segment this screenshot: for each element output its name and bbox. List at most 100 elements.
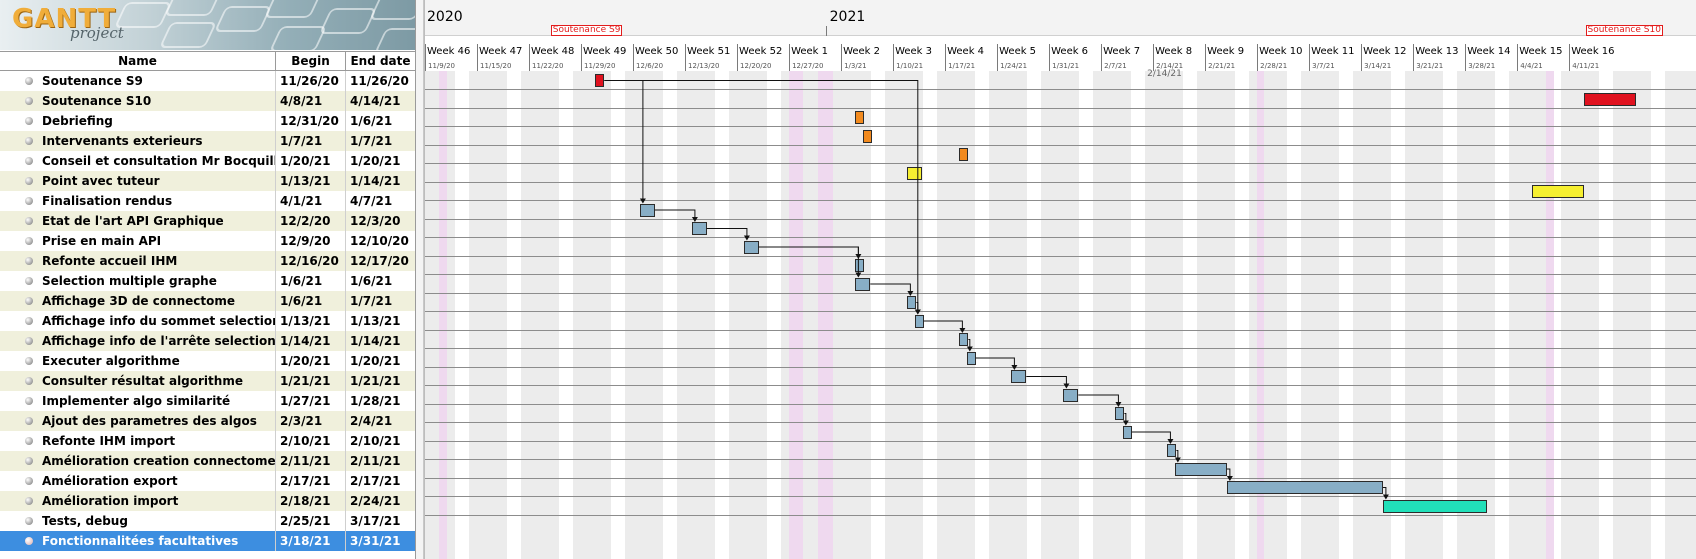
task-bar[interactable] xyxy=(1583,92,1636,106)
task-name-cell[interactable]: Point avec tuteur xyxy=(0,171,276,191)
task-row[interactable]: Point avec tuteur 1/13/21 1/14/21 xyxy=(0,171,415,191)
task-end-date[interactable]: 2/11/21 xyxy=(346,451,415,471)
task-row[interactable]: Finalisation rendus 4/1/21 4/7/21 xyxy=(0,191,415,211)
task-end-date[interactable]: 1/21/21 xyxy=(346,371,415,391)
task-begin-date[interactable]: 1/13/21 xyxy=(276,171,346,191)
task-end-date[interactable]: 1/6/21 xyxy=(346,111,415,131)
task-end-date[interactable]: 4/7/21 xyxy=(346,191,415,211)
task-row[interactable]: Debriefing 12/31/20 1/6/21 xyxy=(0,111,415,131)
task-end-date[interactable]: 1/20/21 xyxy=(346,351,415,371)
task-bar[interactable] xyxy=(907,296,917,309)
task-name-cell[interactable]: Etat de l'art API Graphique xyxy=(0,211,276,231)
task-begin-date[interactable]: 4/8/21 xyxy=(276,91,346,111)
task-bar[interactable] xyxy=(639,203,655,217)
task-row[interactable]: Conseil et consultation Mr Bocquillon 1/2… xyxy=(0,151,415,171)
task-bar[interactable] xyxy=(1167,444,1177,457)
task-row[interactable]: Affichage info de l'arrête selectionnée 1… xyxy=(0,331,415,351)
task-end-date[interactable]: 12/17/20 xyxy=(346,251,415,271)
task-row[interactable]: Implementer algo similarité 1/27/21 1/28/2… xyxy=(0,391,415,411)
column-header-name[interactable]: Name xyxy=(0,52,276,70)
task-name-cell[interactable]: Refonte accueil IHM xyxy=(0,251,276,271)
task-name-cell[interactable]: Ajout des parametres des algos xyxy=(0,411,276,431)
task-end-date[interactable]: 2/4/21 xyxy=(346,411,415,431)
task-row[interactable]: Prise en main API 12/9/20 12/10/20 xyxy=(0,231,415,251)
milestone-marker-label[interactable]: Soutenance S9 xyxy=(550,25,623,36)
task-bar[interactable] xyxy=(855,277,871,291)
task-bar[interactable] xyxy=(959,333,969,346)
task-row[interactable]: Refonte IHM import 2/10/21 2/10/21 xyxy=(0,431,415,451)
task-end-date[interactable]: 11/26/20 xyxy=(346,71,415,91)
task-bar[interactable] xyxy=(1174,462,1227,476)
task-name-cell[interactable]: Amélioration creation connectome xyxy=(0,451,276,471)
task-bar[interactable] xyxy=(691,222,707,235)
task-begin-date[interactable]: 2/18/21 xyxy=(276,491,346,511)
task-name-cell[interactable]: Consulter résultat algorithme xyxy=(0,371,276,391)
task-end-date[interactable]: 3/31/21 xyxy=(346,531,415,551)
task-row[interactable]: Amélioration import 2/18/21 2/24/21 xyxy=(0,491,415,511)
task-begin-date[interactable]: 4/1/21 xyxy=(276,191,346,211)
task-end-date[interactable]: 2/24/21 xyxy=(346,491,415,511)
milestone-marker-label[interactable]: Soutenance S10 xyxy=(1585,25,1663,36)
task-bar[interactable] xyxy=(1122,425,1132,439)
task-row[interactable]: Amélioration creation connectome 2/11/21 2… xyxy=(0,451,415,471)
chart-grid[interactable]: 2/14/21 xyxy=(425,69,1696,559)
task-row[interactable]: Affichage info du sommet selectionné 1/13… xyxy=(0,311,415,331)
task-begin-date[interactable]: 1/7/21 xyxy=(276,131,346,151)
task-bar[interactable] xyxy=(907,166,923,180)
task-begin-date[interactable]: 12/9/20 xyxy=(276,231,346,251)
task-bar[interactable] xyxy=(914,314,924,328)
task-begin-date[interactable]: 2/3/21 xyxy=(276,411,346,431)
task-begin-date[interactable]: 12/31/20 xyxy=(276,111,346,131)
task-bar[interactable] xyxy=(855,111,865,124)
task-end-date[interactable]: 1/6/21 xyxy=(346,271,415,291)
task-name-cell[interactable]: Affichage 3D de connectome xyxy=(0,291,276,311)
task-begin-date[interactable]: 1/20/21 xyxy=(276,151,346,171)
task-row[interactable]: Soutenance S10 4/8/21 4/14/21 xyxy=(0,91,415,111)
task-row[interactable]: Affichage 3D de connectome 1/6/21 1/7/21 xyxy=(0,291,415,311)
task-bar[interactable] xyxy=(1382,499,1487,513)
task-end-date[interactable]: 1/28/21 xyxy=(346,391,415,411)
task-row[interactable]: Intervenants exterieurs 1/7/21 1/7/21 xyxy=(0,131,415,151)
task-name-cell[interactable]: Affichage info de l'arrête selectionnée xyxy=(0,331,276,351)
task-name-cell[interactable]: Debriefing xyxy=(0,111,276,131)
task-begin-date[interactable]: 2/11/21 xyxy=(276,451,346,471)
task-end-date[interactable]: 12/10/20 xyxy=(346,231,415,251)
task-row[interactable]: Amélioration export 2/17/21 2/17/21 xyxy=(0,471,415,491)
task-bar[interactable] xyxy=(966,351,976,365)
task-bar[interactable] xyxy=(1531,185,1584,198)
task-end-date[interactable]: 3/17/21 xyxy=(346,511,415,531)
task-bar[interactable] xyxy=(959,148,969,161)
task-row[interactable]: Consulter résultat algorithme 1/21/21 1/21… xyxy=(0,371,415,391)
task-begin-date[interactable]: 2/10/21 xyxy=(276,431,346,451)
task-bar[interactable] xyxy=(1011,370,1027,383)
task-bar[interactable] xyxy=(595,74,605,87)
task-begin-date[interactable]: 1/6/21 xyxy=(276,271,346,291)
task-name-cell[interactable]: Finalisation rendus xyxy=(0,191,276,211)
task-end-date[interactable]: 2/17/21 xyxy=(346,471,415,491)
task-end-date[interactable]: 1/14/21 xyxy=(346,171,415,191)
task-begin-date[interactable]: 1/14/21 xyxy=(276,331,346,351)
task-begin-date[interactable]: 2/25/21 xyxy=(276,511,346,531)
task-bar[interactable] xyxy=(855,259,865,272)
task-begin-date[interactable]: 12/16/20 xyxy=(276,251,346,271)
task-begin-date[interactable]: 1/6/21 xyxy=(276,291,346,311)
task-name-cell[interactable]: Tests, debug xyxy=(0,511,276,531)
task-bar[interactable] xyxy=(862,129,872,143)
task-end-date[interactable]: 4/14/21 xyxy=(346,91,415,111)
task-name-cell[interactable]: Amélioration import xyxy=(0,491,276,511)
task-name-cell[interactable]: Affichage info du sommet selectionné xyxy=(0,311,276,331)
task-bar[interactable] xyxy=(1226,481,1383,494)
task-row[interactable]: Ajout des parametres des algos 2/3/21 2/4/… xyxy=(0,411,415,431)
task-end-date[interactable]: 2/10/21 xyxy=(346,431,415,451)
task-row[interactable]: Etat de l'art API Graphique 12/2/20 12/3/2… xyxy=(0,211,415,231)
task-row[interactable]: Executer algorithme 1/20/21 1/20/21 xyxy=(0,351,415,371)
task-name-cell[interactable]: Soutenance S9 xyxy=(0,71,276,91)
task-name-cell[interactable]: Soutenance S10 xyxy=(0,91,276,111)
task-name-cell[interactable]: Executer algorithme xyxy=(0,351,276,371)
task-begin-date[interactable]: 1/20/21 xyxy=(276,351,346,371)
task-name-cell[interactable]: Selection multiple graphe xyxy=(0,271,276,291)
task-bar[interactable] xyxy=(1063,388,1079,402)
task-begin-date[interactable]: 2/17/21 xyxy=(276,471,346,491)
task-end-date[interactable]: 1/7/21 xyxy=(346,291,415,311)
task-begin-date[interactable]: 1/27/21 xyxy=(276,391,346,411)
